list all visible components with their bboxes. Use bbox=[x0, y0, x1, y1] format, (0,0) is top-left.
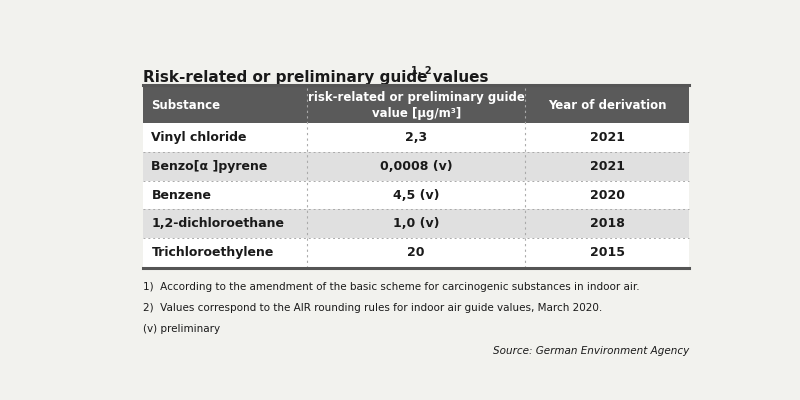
Text: 1)  According to the amendment of the basic scheme for carcinogenic substances i: 1) According to the amendment of the bas… bbox=[143, 282, 640, 292]
Text: 20: 20 bbox=[407, 246, 425, 259]
Text: Source: German Environment Agency: Source: German Environment Agency bbox=[493, 346, 689, 356]
Text: 2015: 2015 bbox=[590, 246, 625, 259]
Text: risk-related or preliminary guide
value [μg/m³]: risk-related or preliminary guide value … bbox=[308, 90, 525, 120]
Text: 1,0 (v): 1,0 (v) bbox=[393, 217, 439, 230]
Text: 2,3: 2,3 bbox=[405, 131, 427, 144]
Text: Trichloroethylene: Trichloroethylene bbox=[151, 246, 274, 259]
Text: 1, 2: 1, 2 bbox=[411, 66, 432, 76]
Text: Substance: Substance bbox=[151, 99, 221, 112]
Text: 2020: 2020 bbox=[590, 188, 625, 202]
Text: Benzo[α ]pyrene: Benzo[α ]pyrene bbox=[151, 160, 268, 173]
Text: 2018: 2018 bbox=[590, 217, 625, 230]
FancyBboxPatch shape bbox=[143, 87, 689, 124]
FancyBboxPatch shape bbox=[143, 238, 689, 267]
Text: (v) preliminary: (v) preliminary bbox=[143, 324, 221, 334]
Text: 2)  Values correspond to the AIR rounding rules for indoor air guide values, Mar: 2) Values correspond to the AIR rounding… bbox=[143, 303, 602, 313]
Text: Risk-related or preliminary guide values: Risk-related or preliminary guide values bbox=[143, 70, 489, 84]
Text: 0,0008 (v): 0,0008 (v) bbox=[380, 160, 453, 173]
FancyBboxPatch shape bbox=[143, 209, 689, 238]
Text: 1,2-dichloroethane: 1,2-dichloroethane bbox=[151, 217, 285, 230]
FancyBboxPatch shape bbox=[143, 152, 689, 181]
Text: Year of derivation: Year of derivation bbox=[548, 99, 666, 112]
Text: Vinyl chloride: Vinyl chloride bbox=[151, 131, 247, 144]
FancyBboxPatch shape bbox=[143, 181, 689, 209]
Text: Benzene: Benzene bbox=[151, 188, 211, 202]
Text: 4,5 (v): 4,5 (v) bbox=[393, 188, 439, 202]
Text: 2021: 2021 bbox=[590, 160, 625, 173]
Text: 2021: 2021 bbox=[590, 131, 625, 144]
FancyBboxPatch shape bbox=[143, 124, 689, 152]
